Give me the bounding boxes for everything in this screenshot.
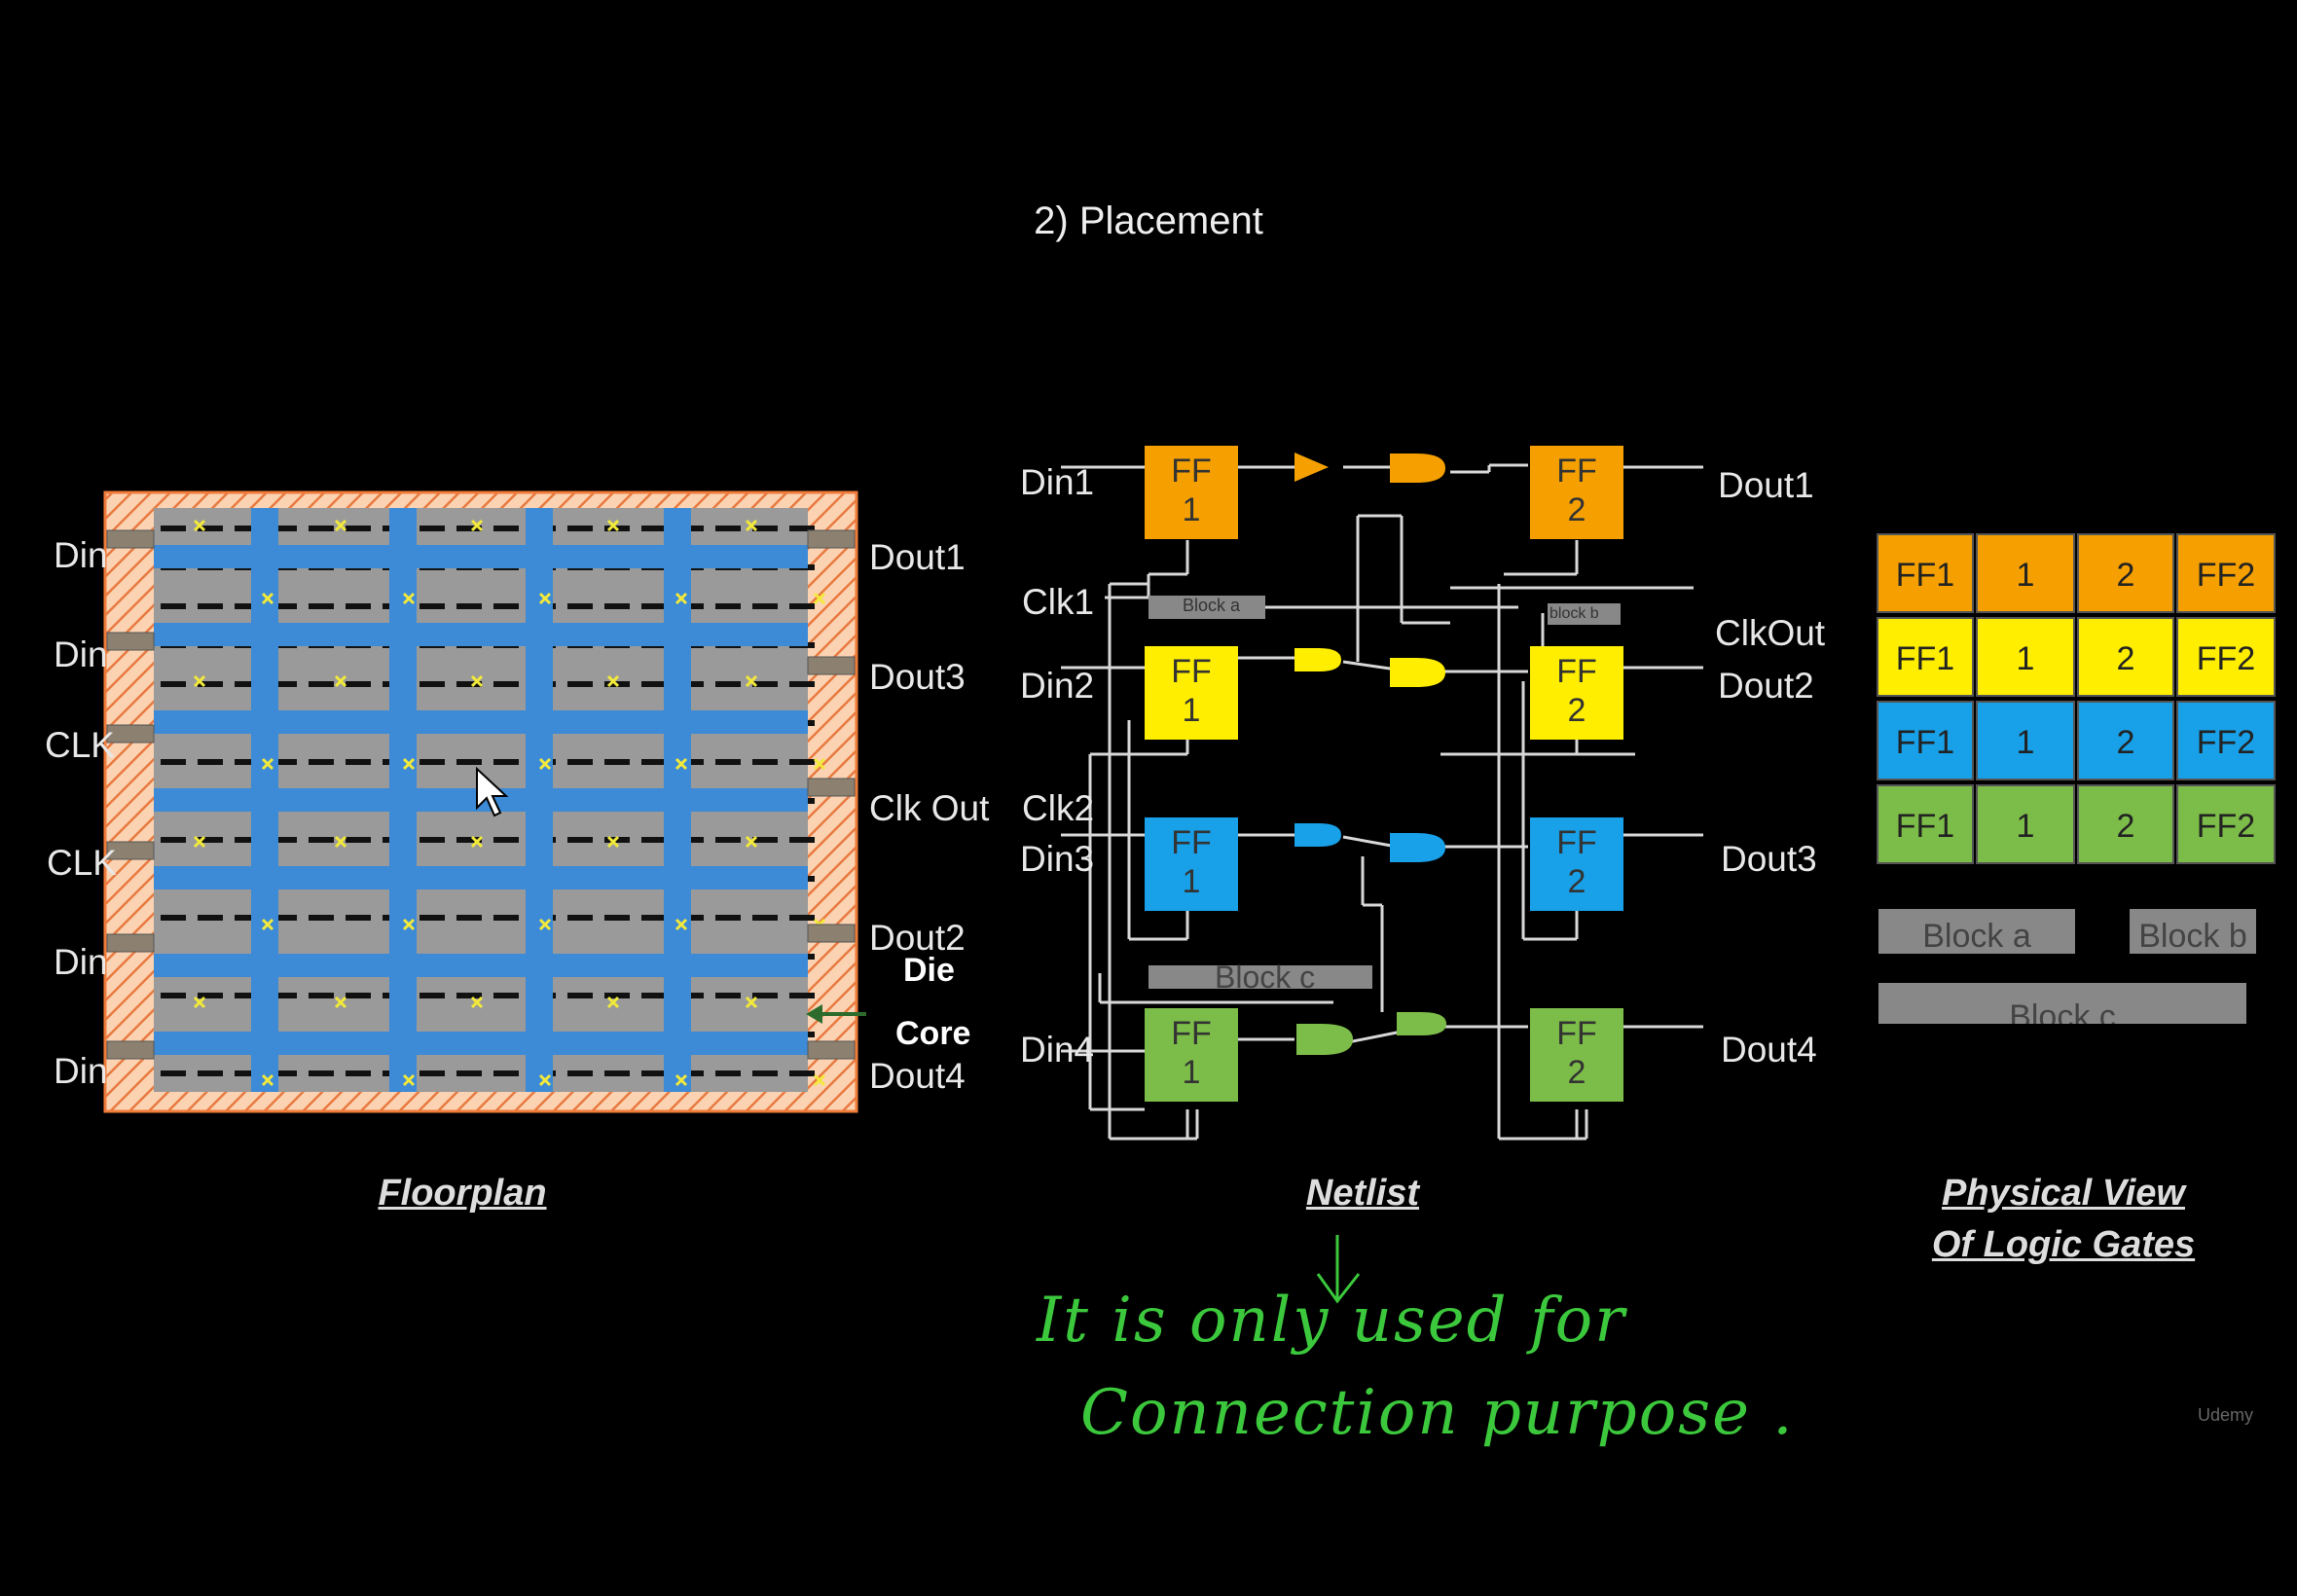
annotation-arrow-icon bbox=[1316, 1235, 1361, 1304]
netlist-clk1: Clk1 bbox=[1022, 582, 1095, 622]
vertical-straps bbox=[251, 508, 691, 1092]
pin-dout2: Dout2 bbox=[869, 918, 966, 958]
netlist-dout1: Dout1 bbox=[1718, 465, 1814, 505]
ff1-orange: FF 1 bbox=[1145, 446, 1238, 539]
annotation-line2: Connection purpose . bbox=[1080, 1377, 1795, 1449]
mouse-cursor-icon bbox=[476, 766, 509, 817]
netlist-block-b bbox=[1548, 603, 1621, 625]
pv-cell: 2 bbox=[2077, 784, 2174, 864]
pin-dout3: Dout3 bbox=[869, 657, 966, 697]
ff2-blue: FF 2 bbox=[1530, 817, 1623, 911]
ff2-green: FF 2 bbox=[1530, 1008, 1623, 1102]
netlist-clk2: Clk2 bbox=[1022, 788, 1095, 828]
pv-cell: 2 bbox=[2077, 533, 2174, 613]
pv-cell: FF1 bbox=[1877, 617, 1974, 697]
pin-clk-out: Clk Out bbox=[869, 788, 990, 828]
pv-cell: FF2 bbox=[2176, 784, 2276, 864]
netlist-block-c-label: Block c bbox=[1215, 960, 1316, 995]
netlist-block-b-label: block b bbox=[1550, 605, 1599, 622]
site-markers bbox=[193, 519, 826, 1087]
slide-title: 2) Placement bbox=[1034, 200, 1263, 242]
ff2-yellow: FF 2 bbox=[1530, 646, 1623, 740]
pin-clk-2: CLK bbox=[47, 843, 117, 883]
pv-cell: 2 bbox=[2077, 617, 2174, 697]
pv-cell: 2 bbox=[2077, 701, 2174, 780]
netlist-din3: Din3 bbox=[1020, 839, 1095, 879]
netlist-block-c bbox=[1148, 965, 1372, 989]
ff1-blue: FF 1 bbox=[1145, 817, 1238, 911]
pin-clk-1: CLK bbox=[45, 725, 115, 765]
physical-view-grid: FF1 1 2 FF2 FF1 1 2 FF2 FF1 1 2 FF2 FF1 1 2 FF2 bbox=[1877, 533, 2276, 876]
and-gate-green-1 bbox=[1296, 1024, 1353, 1055]
pv-cell: FF1 bbox=[1877, 533, 1974, 613]
netlist-din2: Din2 bbox=[1020, 666, 1095, 706]
floorplan-svg bbox=[103, 490, 866, 1113]
pv-cell: 1 bbox=[1976, 533, 2075, 613]
pin-din-4: Din bbox=[54, 1051, 108, 1091]
pv-cell: FF1 bbox=[1877, 784, 1974, 864]
netlist-clkout: ClkOut bbox=[1715, 613, 1826, 653]
pv-cell: 1 bbox=[1976, 617, 2075, 697]
physical-view-caption-line1: Physical View bbox=[1942, 1173, 2185, 1214]
pv-cell: FF2 bbox=[2176, 617, 2276, 697]
netlist-dout4: Dout4 bbox=[1721, 1030, 1817, 1070]
pv-cell: FF2 bbox=[2176, 701, 2276, 780]
die-label: Die bbox=[903, 952, 955, 989]
netlist-wires bbox=[1061, 453, 1703, 1141]
floorplan-caption: Floorplan bbox=[378, 1173, 547, 1214]
pin-din-3: Din bbox=[54, 942, 108, 982]
io-pads bbox=[106, 529, 856, 1060]
netlist-din4: Din4 bbox=[1020, 1030, 1095, 1070]
buffer-gate-orange bbox=[1294, 453, 1329, 482]
annotation-line1: It is only used for bbox=[1037, 1285, 1626, 1357]
and-gate-yellow-1 bbox=[1294, 648, 1341, 671]
pv-cell: 1 bbox=[1976, 784, 2075, 864]
and-gate-yellow-2 bbox=[1390, 658, 1445, 687]
ff2-orange: FF 2 bbox=[1530, 446, 1623, 539]
ff1-green: FF 1 bbox=[1145, 1008, 1238, 1102]
and-gate-blue-1 bbox=[1294, 823, 1341, 847]
netlist-dout2: Dout2 bbox=[1718, 666, 1814, 706]
physical-view-caption-line2: Of Logic Gates bbox=[1931, 1224, 2196, 1265]
netlist-dout3: Dout3 bbox=[1721, 839, 1817, 879]
netlist-caption: Netlist bbox=[1305, 1173, 1420, 1214]
pv-cell: FF2 bbox=[2176, 533, 2276, 613]
pin-din-2: Din bbox=[54, 635, 108, 674]
netlist-block-a-label: Block a bbox=[1183, 596, 1241, 615]
pin-din-1: Din bbox=[54, 535, 108, 575]
pv-block-c: Block c bbox=[1878, 983, 2246, 1024]
core-label: Core bbox=[895, 1015, 971, 1052]
netlist-din1: Din1 bbox=[1020, 462, 1095, 502]
and-gate-green-2 bbox=[1397, 1012, 1446, 1035]
pin-dout4: Dout4 bbox=[869, 1056, 966, 1096]
and-gate-orange bbox=[1390, 453, 1445, 483]
and-gate-blue-2 bbox=[1390, 833, 1445, 862]
pv-block-b: Block b bbox=[2130, 909, 2256, 954]
ff1-yellow: FF 1 bbox=[1145, 646, 1238, 740]
pv-cell: FF1 bbox=[1877, 701, 1974, 780]
udemy-watermark: Udemy bbox=[2198, 1405, 2254, 1425]
pv-cell: 1 bbox=[1976, 701, 2075, 780]
netlist-block-a bbox=[1148, 596, 1265, 619]
pv-block-a: Block a bbox=[1878, 909, 2075, 954]
pin-dout1: Dout1 bbox=[869, 537, 966, 577]
